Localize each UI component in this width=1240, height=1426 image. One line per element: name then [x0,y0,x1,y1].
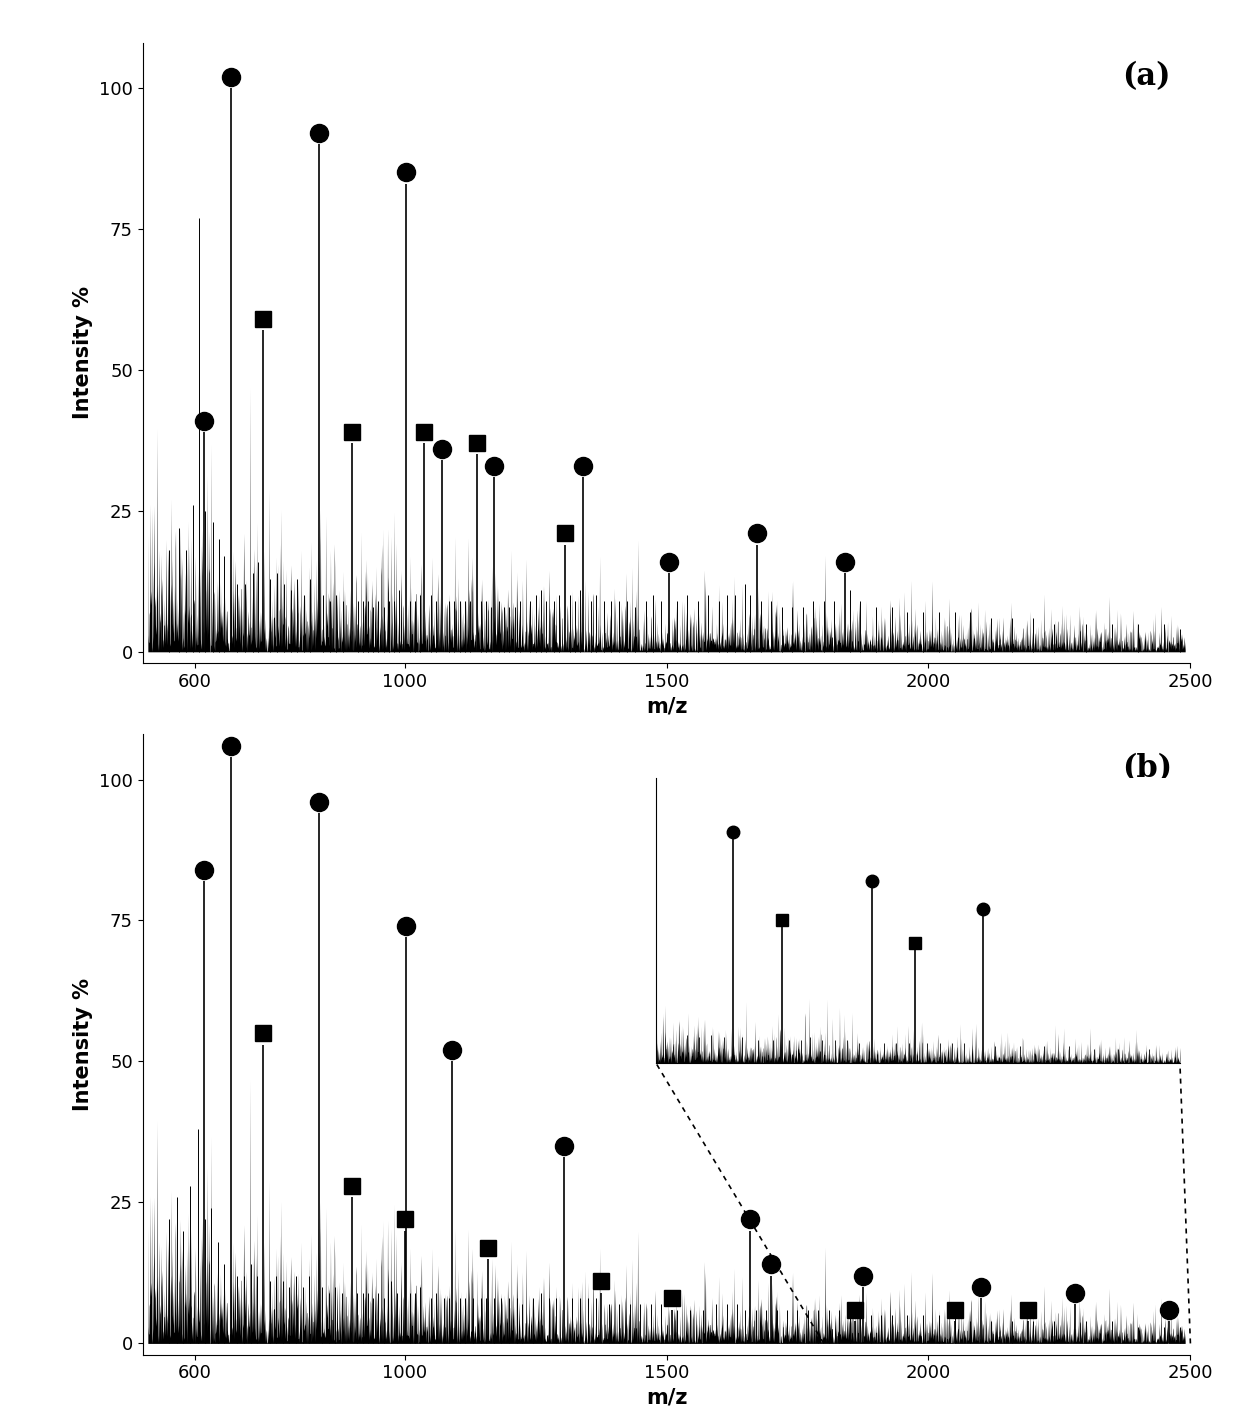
X-axis label: m/z: m/z [646,696,687,716]
Text: (a): (a) [1122,61,1171,93]
Y-axis label: Intensity %: Intensity % [73,978,93,1111]
X-axis label: m/z: m/z [646,1387,687,1407]
Y-axis label: Intensity %: Intensity % [73,287,93,419]
Text: (b): (b) [1122,753,1172,784]
